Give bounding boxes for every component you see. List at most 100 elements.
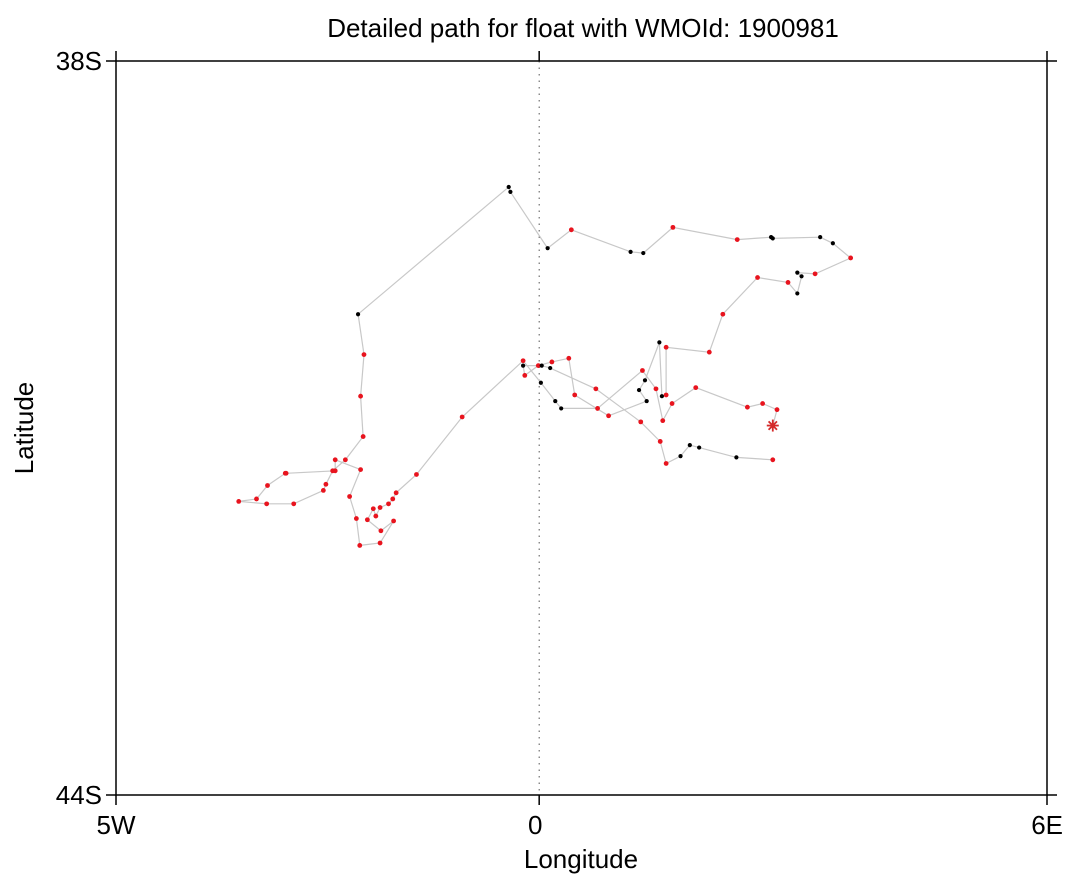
profile-point <box>644 398 649 404</box>
start-asterisk-mark <box>766 419 779 432</box>
profile-point <box>347 494 352 499</box>
profile-point <box>785 280 791 285</box>
profile-point <box>265 483 270 488</box>
profile-point <box>568 227 574 233</box>
x-tick-label: 0 <box>528 810 542 840</box>
chart-title: Detailed path for float with WMOId: 1900… <box>327 13 839 43</box>
profile-point <box>342 457 348 463</box>
profile-point <box>522 372 528 378</box>
x-tick-label: 5W <box>97 810 136 840</box>
profile-point <box>572 392 578 398</box>
profile-point <box>795 270 800 275</box>
profile-point <box>770 236 775 241</box>
y-axis-label: Latitude <box>9 382 39 475</box>
profile-point <box>377 540 383 546</box>
profile-point <box>848 255 854 261</box>
profile-point <box>636 387 642 393</box>
x-tick-label: 6E <box>1031 810 1063 840</box>
profile-point <box>370 506 376 512</box>
profile-point <box>774 407 780 413</box>
profile-point <box>566 355 572 361</box>
profile-point <box>520 358 526 364</box>
profile-point <box>799 274 804 279</box>
profile-point <box>830 241 835 246</box>
track-line <box>238 185 852 547</box>
profile-point <box>291 501 297 507</box>
profile-point <box>323 481 329 487</box>
profile-point <box>663 344 669 350</box>
profile-point <box>521 363 526 368</box>
profile-point <box>640 368 645 373</box>
profile-point <box>508 189 513 194</box>
profile-point <box>391 518 397 524</box>
profile-point <box>760 401 766 406</box>
profile-point <box>378 528 384 534</box>
profile-point <box>506 184 511 190</box>
profile-point <box>358 393 363 399</box>
profile-point <box>595 406 600 411</box>
profile-point <box>559 406 564 411</box>
float-track <box>238 185 852 547</box>
profile-point <box>393 490 399 496</box>
profile-point <box>548 365 553 371</box>
profile-point <box>795 291 800 296</box>
float-points <box>236 184 854 548</box>
profile-point <box>812 271 818 277</box>
profile-point <box>697 445 702 450</box>
profile-point <box>549 359 555 365</box>
profile-point <box>538 380 543 385</box>
profile-point <box>642 378 648 383</box>
profile-point <box>358 467 363 472</box>
profile-point <box>755 275 760 280</box>
plot-frame <box>115 60 1048 796</box>
profile-point <box>553 398 558 404</box>
profile-point <box>638 419 644 425</box>
profile-point <box>545 246 550 251</box>
profile-point <box>320 487 326 493</box>
profile-point <box>706 349 712 355</box>
profile-point <box>659 394 665 399</box>
profile-point <box>734 455 739 460</box>
profile-point <box>373 513 379 519</box>
profile-point <box>641 250 646 256</box>
profile-point <box>377 505 383 510</box>
profile-point <box>678 454 683 459</box>
profile-point <box>355 312 361 317</box>
profile-point <box>360 434 366 439</box>
profile-point <box>332 457 338 463</box>
profile-point <box>459 414 465 420</box>
profile-point <box>264 501 270 507</box>
axis-ticks: 5W 0 6E 38S 44S <box>56 46 1063 840</box>
profile-point <box>663 461 669 466</box>
profile-point <box>657 439 663 444</box>
profile-point <box>669 401 675 406</box>
profile-point <box>390 496 396 502</box>
profile-point <box>657 340 662 345</box>
profile-point <box>414 472 419 477</box>
profile-point <box>628 249 633 254</box>
profile-point <box>364 517 370 523</box>
profile-point <box>386 501 391 507</box>
profile-point <box>593 386 599 392</box>
profile-point <box>236 499 242 504</box>
profile-point <box>720 311 726 317</box>
x-axis-label: Longitude <box>524 844 638 874</box>
y-tick-label: 44S <box>56 780 102 810</box>
profile-point <box>606 413 611 419</box>
y-tick-label: 38S <box>56 46 102 76</box>
profile-point <box>693 385 699 391</box>
profile-point <box>330 468 336 474</box>
profile-point <box>818 235 823 240</box>
profile-point <box>535 363 541 369</box>
profile-point <box>660 418 666 424</box>
profile-point <box>687 443 692 448</box>
profile-point <box>663 392 669 398</box>
profile-point <box>744 404 750 410</box>
profile-point <box>357 543 363 548</box>
profile-point <box>353 516 359 521</box>
profile-point <box>653 386 659 392</box>
profile-point <box>282 470 288 476</box>
profile-point <box>254 496 259 502</box>
profile-point <box>361 352 367 357</box>
